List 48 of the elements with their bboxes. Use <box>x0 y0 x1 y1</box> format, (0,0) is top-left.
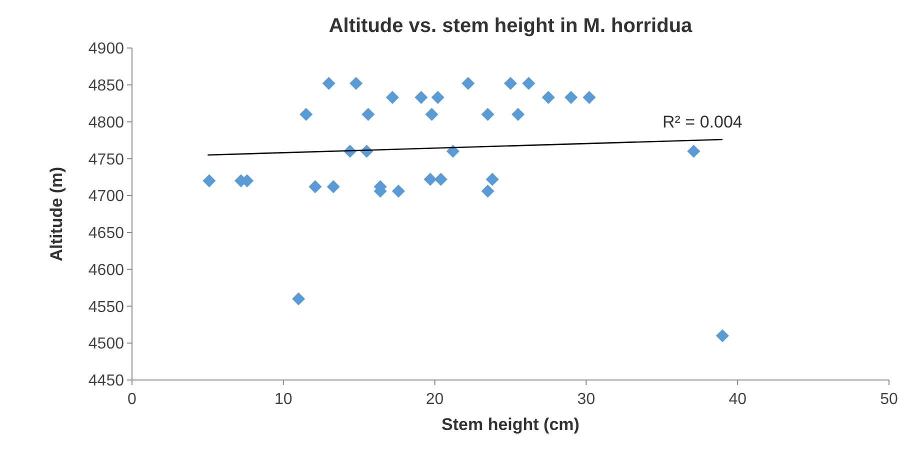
y-tick-label: 4750 <box>88 151 124 168</box>
point <box>292 292 306 306</box>
chart-title: Altitude vs. stem height in M. horridua <box>328 15 694 37</box>
y-tick-label: 4900 <box>88 40 124 58</box>
point <box>486 172 499 186</box>
point <box>446 144 460 158</box>
y-tick-label: 4650 <box>88 225 124 242</box>
point <box>392 184 405 198</box>
point <box>414 90 428 104</box>
y-tick-label: 4800 <box>88 114 124 132</box>
x-axis-title: Stem height (cm) <box>442 415 580 434</box>
y-tick-label: 4850 <box>88 77 124 94</box>
point <box>434 172 448 186</box>
x-tick-label: 50 <box>880 391 898 408</box>
y-tick-label: 4500 <box>88 336 124 353</box>
point <box>350 76 363 90</box>
point <box>202 174 216 188</box>
x-tick-label: 20 <box>426 391 444 408</box>
point <box>386 90 399 104</box>
point <box>542 90 555 104</box>
y-tick-label: 4600 <box>88 262 124 279</box>
point <box>564 90 578 104</box>
point <box>308 180 322 194</box>
point <box>322 76 336 90</box>
y-axis-title: Altitude (m) <box>47 166 66 262</box>
y-tick-label: 4550 <box>88 298 124 316</box>
x-tick-label: 0 <box>128 391 137 408</box>
x-tick-label: 30 <box>577 391 596 408</box>
point <box>481 108 494 121</box>
point <box>425 108 438 121</box>
point <box>431 90 444 104</box>
point <box>462 76 475 90</box>
x-tick-label: 10 <box>274 391 292 408</box>
x-tick-label: 40 <box>728 391 747 408</box>
point <box>424 172 437 186</box>
y-tick-label: 4700 <box>88 188 124 206</box>
point <box>481 184 494 198</box>
point <box>716 329 729 342</box>
point <box>300 108 313 121</box>
point <box>326 180 340 194</box>
y-tick-label: 4450 <box>88 372 124 390</box>
point <box>504 76 518 90</box>
point <box>362 108 375 121</box>
point <box>582 90 596 104</box>
annotation: R² = 0.004 <box>662 112 742 132</box>
point <box>687 144 700 158</box>
point <box>522 76 536 90</box>
point <box>512 108 525 121</box>
